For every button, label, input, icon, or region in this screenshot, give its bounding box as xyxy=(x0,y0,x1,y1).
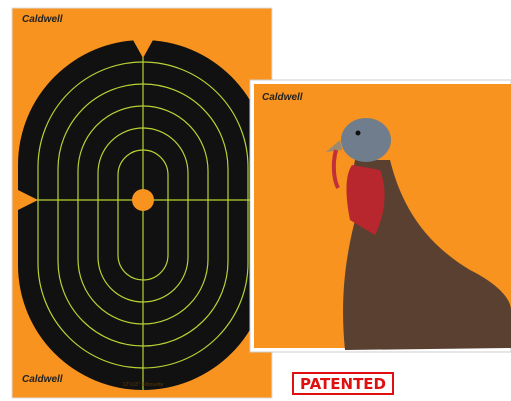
logo: Caldwell xyxy=(262,92,303,103)
right-target: Caldwell xyxy=(250,80,511,352)
turkey-eye xyxy=(356,131,361,136)
target-label: 12"x18" Silhouette xyxy=(123,382,164,388)
badge: PATENTED xyxy=(300,375,386,393)
left-target: Caldwell Caldwell 12"x18" Silhouette xyxy=(12,8,272,398)
logo: Caldwell xyxy=(22,374,63,385)
turkey-head xyxy=(341,118,391,162)
logo: Caldwell xyxy=(22,14,63,25)
product-image: Caldwell Caldwell 12"x18" Silhouette Cal… xyxy=(0,0,511,401)
bullseye xyxy=(132,189,154,211)
